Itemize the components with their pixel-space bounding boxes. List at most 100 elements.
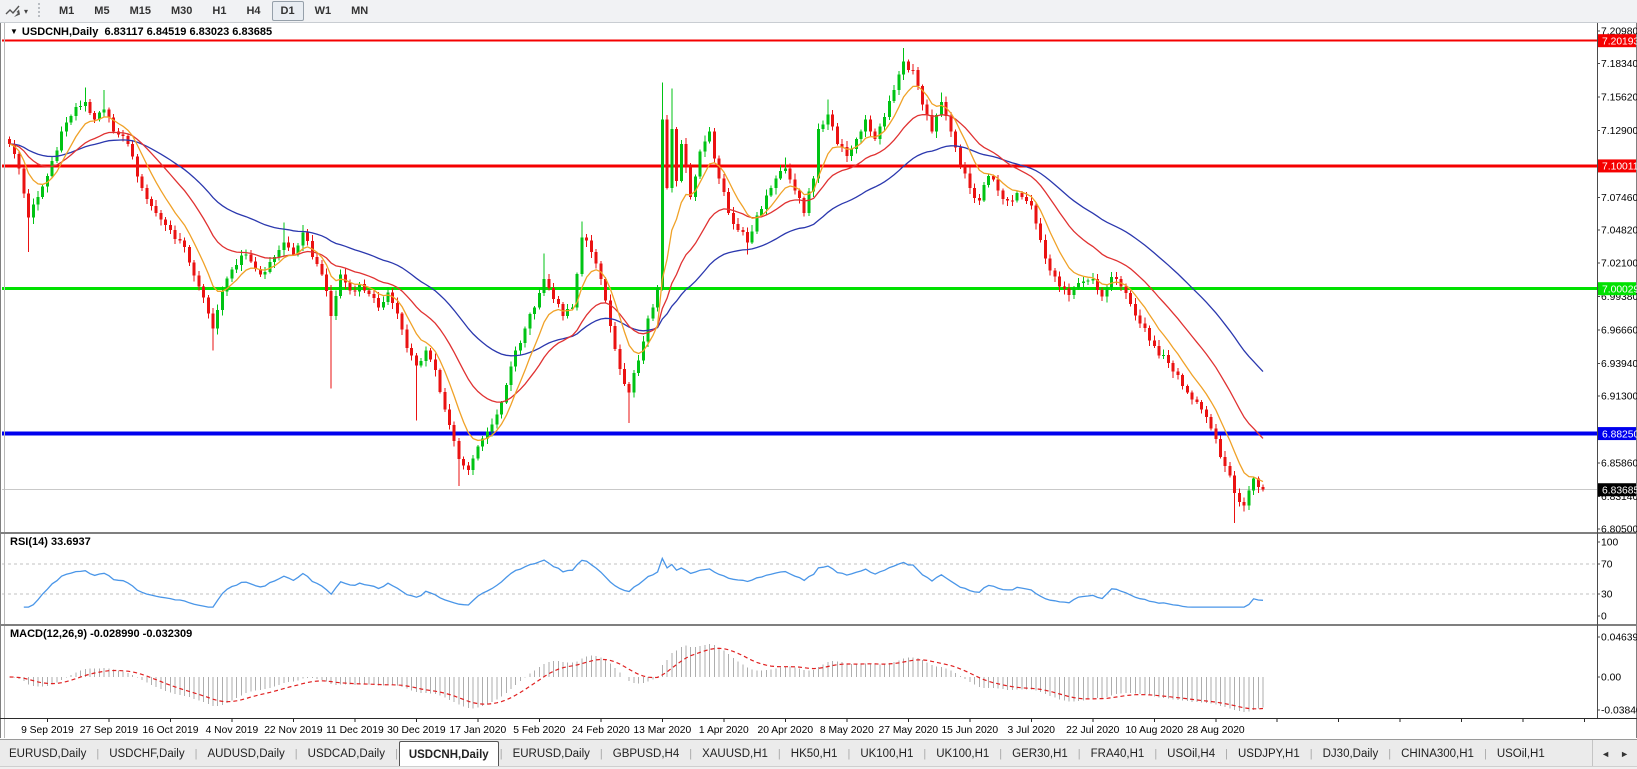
macd-panel[interactable] (9, 643, 1264, 712)
timeframe-button-h4[interactable]: H4 (246, 5, 261, 17)
macd-tick-label: 0.00 (1601, 673, 1621, 684)
tab-separator: | (999, 747, 1003, 760)
time-axis: 9 Sep 2019 27 Sep 2019 16 Oct 2019 4 Nov 20… (21, 719, 1586, 736)
chart-tab-uk100-h1[interactable]: UK100,H1 (860, 747, 914, 760)
timeframe-button-m1[interactable]: M1 (59, 5, 75, 17)
price-tick-label: 6.83140 (1601, 492, 1637, 503)
hline-price-label-6.88250: 6.88250 (1598, 427, 1637, 440)
candles (8, 47, 1265, 523)
date-tick-label: 3 Jul 2020 (1008, 725, 1056, 736)
rsi-indicator-label: RSI(14) 33.6937 (10, 536, 91, 548)
timeframe-button-m5[interactable]: M5 (94, 5, 110, 17)
rsi-axis: 100 70 30 0 (1597, 538, 1618, 623)
price-tick-label: 6.96660 (1601, 326, 1637, 337)
rsi-panel[interactable] (2, 556, 1597, 608)
date-tick-label: 8 May 2020 (820, 725, 874, 736)
timeframe-button-mn[interactable]: MN (351, 5, 369, 17)
tab-scrollers: ◄ ► (1592, 740, 1637, 767)
tab-separator: | (1225, 747, 1228, 760)
chart-tab-bar: EURUSD,Daily | USDCHF,Daily | AUDUSD,Daily | U… (0, 739, 1637, 767)
date-tick-label: 10 Aug 2020 (1125, 725, 1183, 736)
rsi-tick-label: 30 (1601, 589, 1613, 600)
date-tick-label: 20 Apr 2020 (758, 725, 814, 736)
chart-tab-eurusd-daily[interactable]: EURUSD,Daily (512, 747, 590, 760)
cursor-mode-icon[interactable] (5, 4, 21, 18)
price-tick-label: 6.80500 (1601, 524, 1637, 535)
timeframe-toolbar: ▾ M1 M5 M15 M30 H1 H4 D1 W1 MN (0, 0, 1637, 23)
chart-symbol-period: USDCNH,Daily (21, 26, 99, 38)
current-price-label: 6.83685 (1598, 483, 1637, 497)
price-tick-label: 6.99380 (1601, 292, 1637, 303)
tab-scroll-left-icon[interactable]: ◄ (1601, 748, 1611, 759)
price-tick-label: 7.20980 (1601, 27, 1637, 38)
price-tick-label: 6.91300 (1601, 392, 1637, 403)
date-tick-label: 27 Sep 2019 (80, 725, 139, 736)
date-tick-label: 16 Oct 2019 (142, 725, 198, 736)
chart-tab-usoil-h1[interactable]: USOil,H1 (1496, 747, 1545, 760)
tab-separator: | (1077, 747, 1081, 760)
date-tick-label: 28 Aug 2020 (1187, 725, 1245, 736)
macd-tick-label: 0.046394 (1601, 633, 1637, 644)
date-tick-label: 1 Apr 2020 (699, 725, 749, 736)
hline-price-label-7.20193: 7.20193 (1598, 34, 1637, 47)
ma-mid-line (9, 113, 1264, 439)
chevron-down-icon[interactable]: ▾ (24, 6, 29, 16)
date-tick-label: 22 Jul 2020 (1066, 725, 1120, 736)
tab-separator: | (194, 747, 198, 760)
chart-tab-eurusd-daily[interactable]: EURUSD,Daily (9, 747, 87, 760)
macd-axis: 0.046394 0.00 -0.03840 (1597, 633, 1637, 717)
price-tick-label: 7.04820 (1601, 225, 1637, 236)
tab-separator: | (96, 747, 100, 760)
chart-tab-hk50-h1[interactable]: HK50,H1 (790, 747, 838, 760)
date-tick-label: 13 Mar 2020 (633, 725, 691, 736)
date-tick-label: 4 Nov 2019 (206, 725, 259, 736)
svg-text:6.83685: 6.83685 (1602, 486, 1637, 497)
tab-separator: | (499, 747, 503, 760)
chart-tab-china300-h1[interactable]: CHINA300,H1 (1401, 747, 1474, 760)
svg-text:7.20193: 7.20193 (1602, 36, 1637, 47)
chart-title: ▼ USDCNH,Daily 6.83117 6.84519 6.83023 6.… (10, 26, 272, 38)
tab-separator: | (847, 747, 851, 760)
timeframe-button-h1[interactable]: H1 (212, 5, 227, 17)
date-tick-label: 22 Nov 2019 (264, 725, 323, 736)
svg-text:7.10011: 7.10011 (1602, 162, 1637, 173)
price-tick-label: 7.18340 (1601, 59, 1637, 70)
price-axis: 7.20980 7.18340 7.15620 7.12900 7.07460 7.048… (1597, 27, 1637, 535)
chart-tab-xauusd-h1[interactable]: XAUUSD,H1 (702, 747, 768, 760)
chart-tab-uk100-h1[interactable]: UK100,H1 (936, 747, 990, 760)
price-tick-label: 7.12900 (1601, 126, 1637, 137)
chart-tab-fra40-h1[interactable]: FRA40,H1 (1090, 747, 1145, 760)
timeframe-button-w1[interactable]: W1 (314, 5, 332, 17)
date-tick-label: 17 Jan 2020 (450, 725, 507, 736)
timeframe-button-d1[interactable]: D1 (271, 1, 304, 21)
tab-separator: | (1483, 747, 1487, 760)
date-tick-label: 27 May 2020 (879, 725, 939, 736)
date-tick-label: 24 Feb 2020 (572, 725, 630, 736)
chart-tab-gbpusd-h4[interactable]: GBPUSD,H4 (612, 747, 680, 760)
chart-tab-usdcnh-daily[interactable]: USDCNH,Daily (398, 741, 499, 767)
main-price-panel[interactable] (2, 39, 1597, 523)
tab-separator: | (1388, 747, 1392, 760)
rsi-tick-label: 100 (1601, 538, 1618, 549)
chart-tab-usdjpy-h1[interactable]: USDJPY,H1 (1237, 747, 1300, 760)
chart-tab-ger30-h1[interactable]: GER30,H1 (1012, 747, 1068, 760)
timeframe-button-m15[interactable]: M15 (129, 5, 151, 17)
hline-price-label-7.00029: 7.00029 (1598, 282, 1637, 295)
tab-separator: | (923, 747, 927, 760)
chart-tab-audusd-daily[interactable]: AUDUSD,Daily (207, 747, 285, 760)
chart-tab-usdcad-daily[interactable]: USDCAD,Daily (307, 747, 385, 760)
macd-indicator-label: MACD(12,26,9) -0.028990 -0.032309 (10, 628, 193, 640)
date-tick-label: 15 Jun 2020 (941, 725, 998, 736)
chart-tab-usoil-h4[interactable]: USOil,H4 (1167, 747, 1216, 760)
chart-tab-dj30-daily[interactable]: DJ30,Daily (1322, 747, 1379, 760)
chart-tab-usdchf-daily[interactable]: USDCHF,Daily (109, 747, 185, 760)
svg-text:6.88250: 6.88250 (1602, 429, 1637, 440)
price-tick-label: 7.07460 (1601, 193, 1637, 204)
symbol-caret-icon: ▼ (10, 27, 18, 36)
svg-text:7.00029: 7.00029 (1602, 284, 1637, 295)
tab-scroll-right-icon[interactable]: ► (1620, 748, 1629, 759)
tab-separator: | (394, 747, 398, 760)
timeframe-button-m30[interactable]: M30 (170, 5, 193, 17)
rsi-tick-label: 0 (1601, 612, 1607, 623)
